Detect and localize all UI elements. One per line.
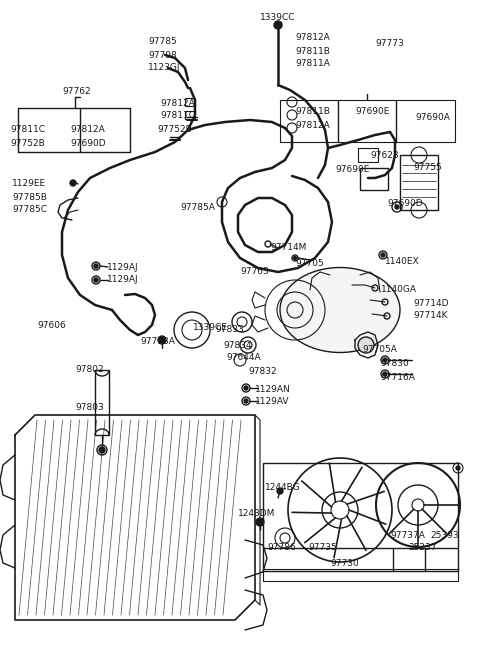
Text: 1129AN: 1129AN (255, 384, 291, 394)
Circle shape (381, 253, 385, 257)
Text: 97714M: 97714M (270, 244, 306, 252)
Text: 1339CC: 1339CC (260, 14, 296, 22)
Bar (185, 98, 195, 106)
Circle shape (293, 257, 297, 259)
Text: 97713A: 97713A (140, 337, 175, 346)
Text: 97802: 97802 (75, 365, 104, 375)
Text: 97830: 97830 (380, 358, 409, 367)
Circle shape (277, 488, 283, 494)
Text: 97833: 97833 (215, 326, 244, 335)
Bar (358, 148, 378, 162)
Text: 1339CE: 1339CE (193, 324, 228, 333)
Bar (263, 569, 458, 581)
Text: 97773: 97773 (375, 39, 404, 48)
Text: 97690D: 97690D (387, 200, 422, 208)
Circle shape (456, 466, 460, 470)
Text: 97811C: 97811C (160, 111, 195, 121)
Circle shape (244, 386, 248, 390)
Bar (400, 155, 438, 210)
Circle shape (94, 264, 98, 268)
Text: 97690E: 97690E (355, 107, 389, 117)
Circle shape (94, 278, 98, 282)
Text: 97812A: 97812A (70, 126, 105, 134)
Text: 1140EX: 1140EX (385, 257, 420, 267)
Text: 97690D: 97690D (70, 138, 106, 147)
Text: 97811A: 97811A (295, 60, 330, 69)
Text: 97812A: 97812A (295, 33, 330, 43)
Circle shape (383, 358, 387, 362)
Text: 97785: 97785 (148, 37, 177, 47)
Text: 97716A: 97716A (380, 373, 415, 381)
Bar (95, 370, 109, 435)
Text: 97811C: 97811C (10, 126, 45, 134)
Text: 25237: 25237 (408, 544, 436, 553)
Text: 97834: 97834 (223, 341, 252, 350)
Circle shape (99, 447, 105, 453)
Text: 97762: 97762 (62, 88, 91, 96)
Text: 1123GJ: 1123GJ (148, 64, 180, 73)
Text: 97690A: 97690A (415, 113, 450, 122)
Bar (263, 463, 458, 571)
Text: 97705A: 97705A (362, 345, 397, 354)
Circle shape (158, 336, 166, 344)
Bar (280, 100, 455, 142)
Circle shape (383, 372, 387, 376)
Circle shape (70, 180, 76, 186)
Circle shape (395, 205, 399, 209)
Text: 97644A: 97644A (226, 354, 261, 362)
Text: 97606: 97606 (37, 322, 66, 331)
Text: 25393: 25393 (430, 531, 458, 540)
Text: 1244BG: 1244BG (265, 483, 300, 491)
Text: 1129AV: 1129AV (255, 398, 289, 407)
Text: 97705: 97705 (295, 259, 324, 267)
Circle shape (256, 518, 264, 526)
Circle shape (274, 21, 282, 29)
Text: 1140GA: 1140GA (381, 286, 417, 295)
Bar (360, 168, 388, 190)
Ellipse shape (280, 267, 400, 352)
Bar (185, 111, 195, 119)
Text: 97714D: 97714D (413, 299, 448, 307)
Text: 97690E: 97690E (335, 166, 370, 174)
Text: 97735: 97735 (308, 542, 337, 552)
Text: 1129AJ: 1129AJ (107, 276, 139, 284)
Text: 97763: 97763 (240, 267, 269, 276)
Text: 97798: 97798 (148, 50, 177, 60)
Text: 97730: 97730 (331, 559, 360, 569)
Text: 1129AJ: 1129AJ (107, 263, 139, 272)
Text: 97832: 97832 (248, 367, 276, 375)
Text: 97785A: 97785A (180, 204, 215, 212)
Circle shape (92, 276, 100, 284)
Text: 97752B: 97752B (10, 138, 45, 147)
Text: 97812A: 97812A (295, 121, 330, 130)
Circle shape (358, 337, 374, 353)
Text: 97803: 97803 (75, 403, 104, 413)
Text: 97811B: 97811B (295, 107, 330, 117)
Circle shape (92, 262, 100, 270)
Text: 1129EE: 1129EE (12, 179, 46, 189)
Text: 97714K: 97714K (413, 312, 447, 320)
Circle shape (244, 399, 248, 403)
Text: 1243DM: 1243DM (238, 510, 276, 519)
Text: 97785C: 97785C (12, 206, 47, 214)
Text: 97812A: 97812A (160, 98, 195, 107)
Text: 97755: 97755 (413, 164, 442, 172)
Text: 97786: 97786 (267, 542, 296, 552)
Text: 97785B: 97785B (12, 193, 47, 202)
Text: 97737A: 97737A (390, 531, 425, 540)
Text: 97623: 97623 (370, 151, 398, 160)
Text: 97811B: 97811B (295, 47, 330, 56)
Text: 97752B: 97752B (157, 124, 192, 134)
